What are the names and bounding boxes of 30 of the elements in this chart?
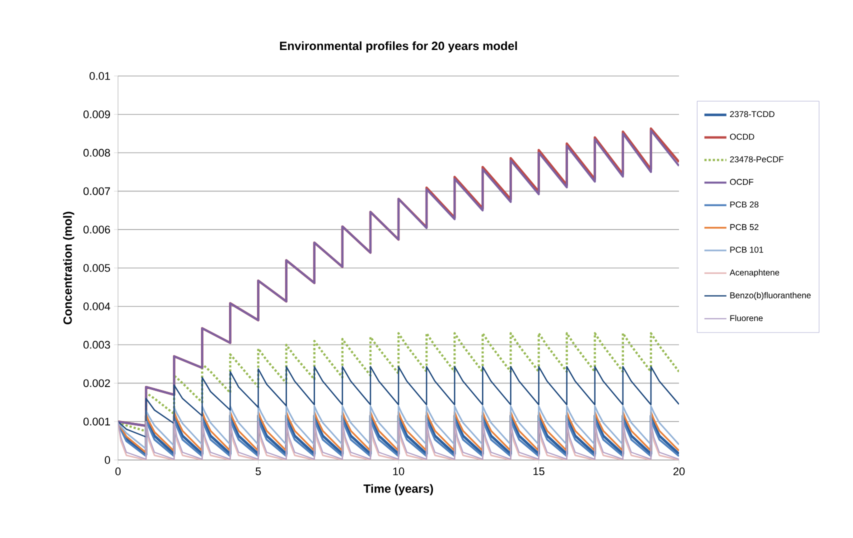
legend-label: Benzo(b)fluoranthene (730, 292, 811, 300)
legend-label: Acenaphtene (730, 269, 780, 278)
legend-label: OCDD (730, 134, 754, 140)
legend-label: OCDF (730, 178, 754, 185)
legend-label: PCB 101 (730, 246, 764, 253)
x-tick-label: 5 (256, 468, 261, 476)
y-tick-label: 0.008 (83, 148, 110, 157)
y-tick-label: 0.009 (83, 110, 110, 118)
x-tick-label: 10 (393, 468, 404, 476)
legend-label: 23478-PeCDF (730, 156, 784, 162)
y-tick-label: 0.003 (83, 340, 110, 349)
y-axis-title: Concentration (mol) (63, 212, 74, 324)
legend-label: 2378-TCDD (730, 111, 774, 118)
y-tick-label: 0 (104, 456, 110, 464)
y-tick-label: 0.005 (83, 264, 110, 272)
legend-label: PCB 52 (730, 224, 758, 230)
legend-label: PCB 28 (730, 202, 758, 208)
x-tick-label: 0 (115, 468, 121, 476)
y-tick-label: 0.01 (90, 72, 110, 80)
chart-title: Environmental profiles for 20 years model (280, 41, 517, 52)
y-tick-label: 0.001 (83, 418, 110, 426)
x-tick-label: 20 (673, 468, 685, 476)
y-tick-label: 0.006 (83, 226, 110, 234)
y-tick-label: 0.004 (83, 302, 110, 310)
line-series (118, 366, 680, 438)
x-tick-label: 15 (533, 468, 544, 476)
x-axis-title: Time (years) (364, 484, 434, 496)
y-tick-label: 0.007 (83, 187, 110, 196)
legend-label: Fluorene (730, 314, 763, 322)
y-tick-label: 0.002 (83, 379, 110, 388)
